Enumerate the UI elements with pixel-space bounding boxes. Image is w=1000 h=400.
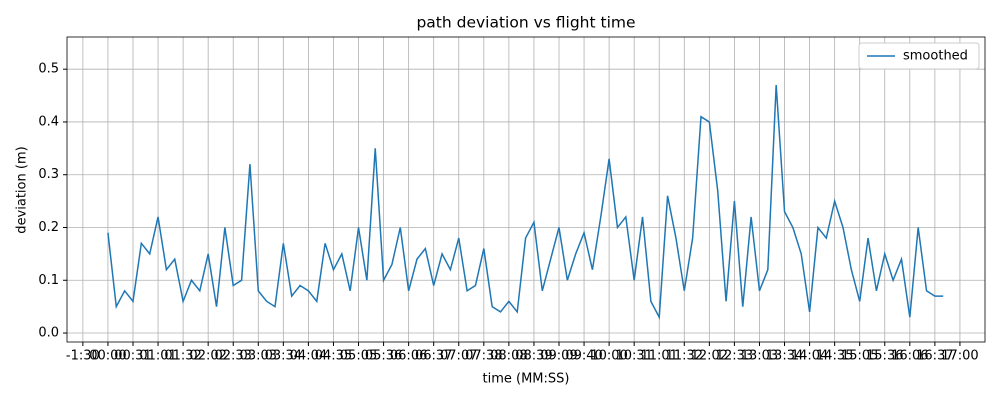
x-tick-label: 12:33 [716,349,753,364]
y-tick-label: 0.3 [38,167,59,182]
x-tick-label: 04:04 [290,349,327,364]
x-tick-label: -1:30 [66,349,100,364]
x-tick-label: 08:39 [515,349,552,364]
x-tick-label: 05:05 [340,349,377,364]
x-tick-label: 01:32 [164,349,201,364]
x-tick-label: 03:34 [265,349,302,364]
x-tick-label: 17:00 [941,349,978,364]
x-tick-label: 16:37 [916,349,953,364]
data-line [107,84,944,320]
x-tick-label: 11:32 [666,349,703,364]
x-tick-label: 08:08 [490,349,527,364]
x-tick-label: 06:37 [415,349,452,364]
x-tick-label: 05:36 [365,349,402,364]
plot-frame [66,36,986,343]
y-tick-label: 0.2 [38,220,59,235]
y-tick-label: 0.4 [38,114,59,129]
x-tick-label: 09:40 [565,349,602,364]
x-tick-label: 06:06 [390,349,427,364]
x-tick-label: 00:31 [114,349,151,364]
x-tick-label: 04:35 [315,349,352,364]
x-tick-label: 12:02 [691,349,728,364]
y-tick-label: 0.1 [38,273,59,288]
x-tick-label: 13:03 [741,349,778,364]
x-tick-label: 15:05 [841,349,878,364]
x-tick-label: 16:06 [891,349,928,364]
legend-box [858,42,980,70]
x-tick-label: 15:36 [866,349,903,364]
x-tick-label: 02:33 [214,349,251,364]
x-tick-label: 09:09 [540,349,577,364]
x-tick-label: 14:35 [816,349,853,364]
x-tick-label: 01:01 [139,349,176,364]
y-tick-label: 0.0 [38,326,59,341]
x-tick-label: 14:04 [791,349,828,364]
x-axis-label: time (MM:SS) [483,372,570,387]
x-tick-label: 11:01 [640,349,677,364]
x-tick-label: 07:38 [465,349,502,364]
y-tick-label: 0.5 [38,62,59,77]
y-axis-label: deviation (m) [15,146,30,233]
x-tick-label: 03:03 [240,349,277,364]
x-tick-label: 13:34 [766,349,803,364]
x-tick-label: 10:00 [590,349,627,364]
x-tick-label: 00:00 [89,349,126,364]
x-tick-label: 10:31 [615,349,652,364]
x-tick-label: 02:02 [189,349,226,364]
legend-label: smoothed [903,49,968,64]
x-tick-label: 07:07 [440,349,477,364]
chart-title: path deviation vs flight time [416,14,635,32]
